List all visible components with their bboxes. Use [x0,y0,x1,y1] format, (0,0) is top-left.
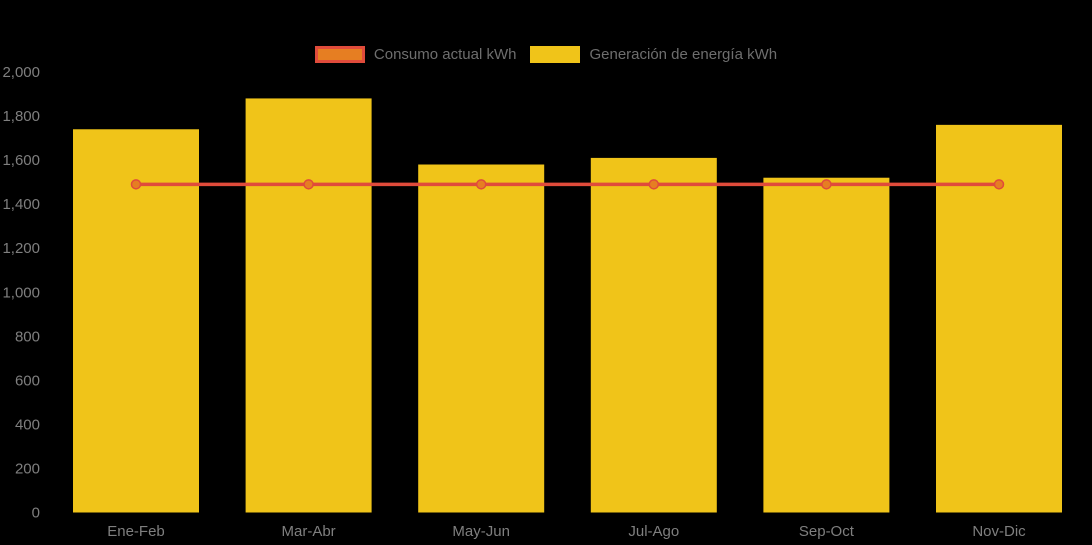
y-tick-label: 2,000 [2,64,40,81]
consumption-marker [993,179,1005,190]
consumption-marker [130,179,142,190]
generation-bar [590,157,717,513]
generation-bar [763,177,890,513]
x-category-label: Sep-Oct [799,523,855,540]
legend-label-consumo: Consumo actual kWh [373,46,517,63]
x-category-label: Nov-Dic [972,523,1026,540]
legend-item-generacion[interactable]: Generación de energía kWh [530,46,777,63]
x-category-label: Ene-Feb [107,523,165,540]
x-category-label: May-Jun [452,523,510,540]
consumption-marker [648,179,660,190]
x-category-label: Mar-Abr [282,523,336,540]
consumption-marker [821,179,832,190]
generation-bar [73,129,199,513]
chart-legend: Consumo actual kWh Generación de energía… [0,46,1092,63]
y-tick-label: 1,600 [2,152,40,169]
legend-label-generacion: Generación de energía kWh [589,46,778,63]
y-tick-label: 600 [15,372,40,389]
consumption-marker [303,179,314,190]
x-category-label: Jul-Ago [628,523,679,540]
consumo-swatch-icon [314,46,365,63]
generation-bar [245,98,372,513]
y-tick-label: 1,800 [2,108,40,125]
y-tick-label: 400 [15,416,40,433]
generation-bar [418,164,545,513]
consumption-marker [475,179,487,190]
y-tick-label: 1,000 [2,284,40,301]
legend-item-consumo[interactable]: Consumo actual kWh [314,46,517,63]
y-tick-label: 1,400 [2,196,40,213]
y-tick-label: 0 [32,505,40,522]
y-tick-label: 800 [15,328,40,345]
y-tick-label: 1,200 [2,240,40,257]
y-tick-label: 200 [15,460,40,477]
generacion-swatch-icon [530,46,581,63]
